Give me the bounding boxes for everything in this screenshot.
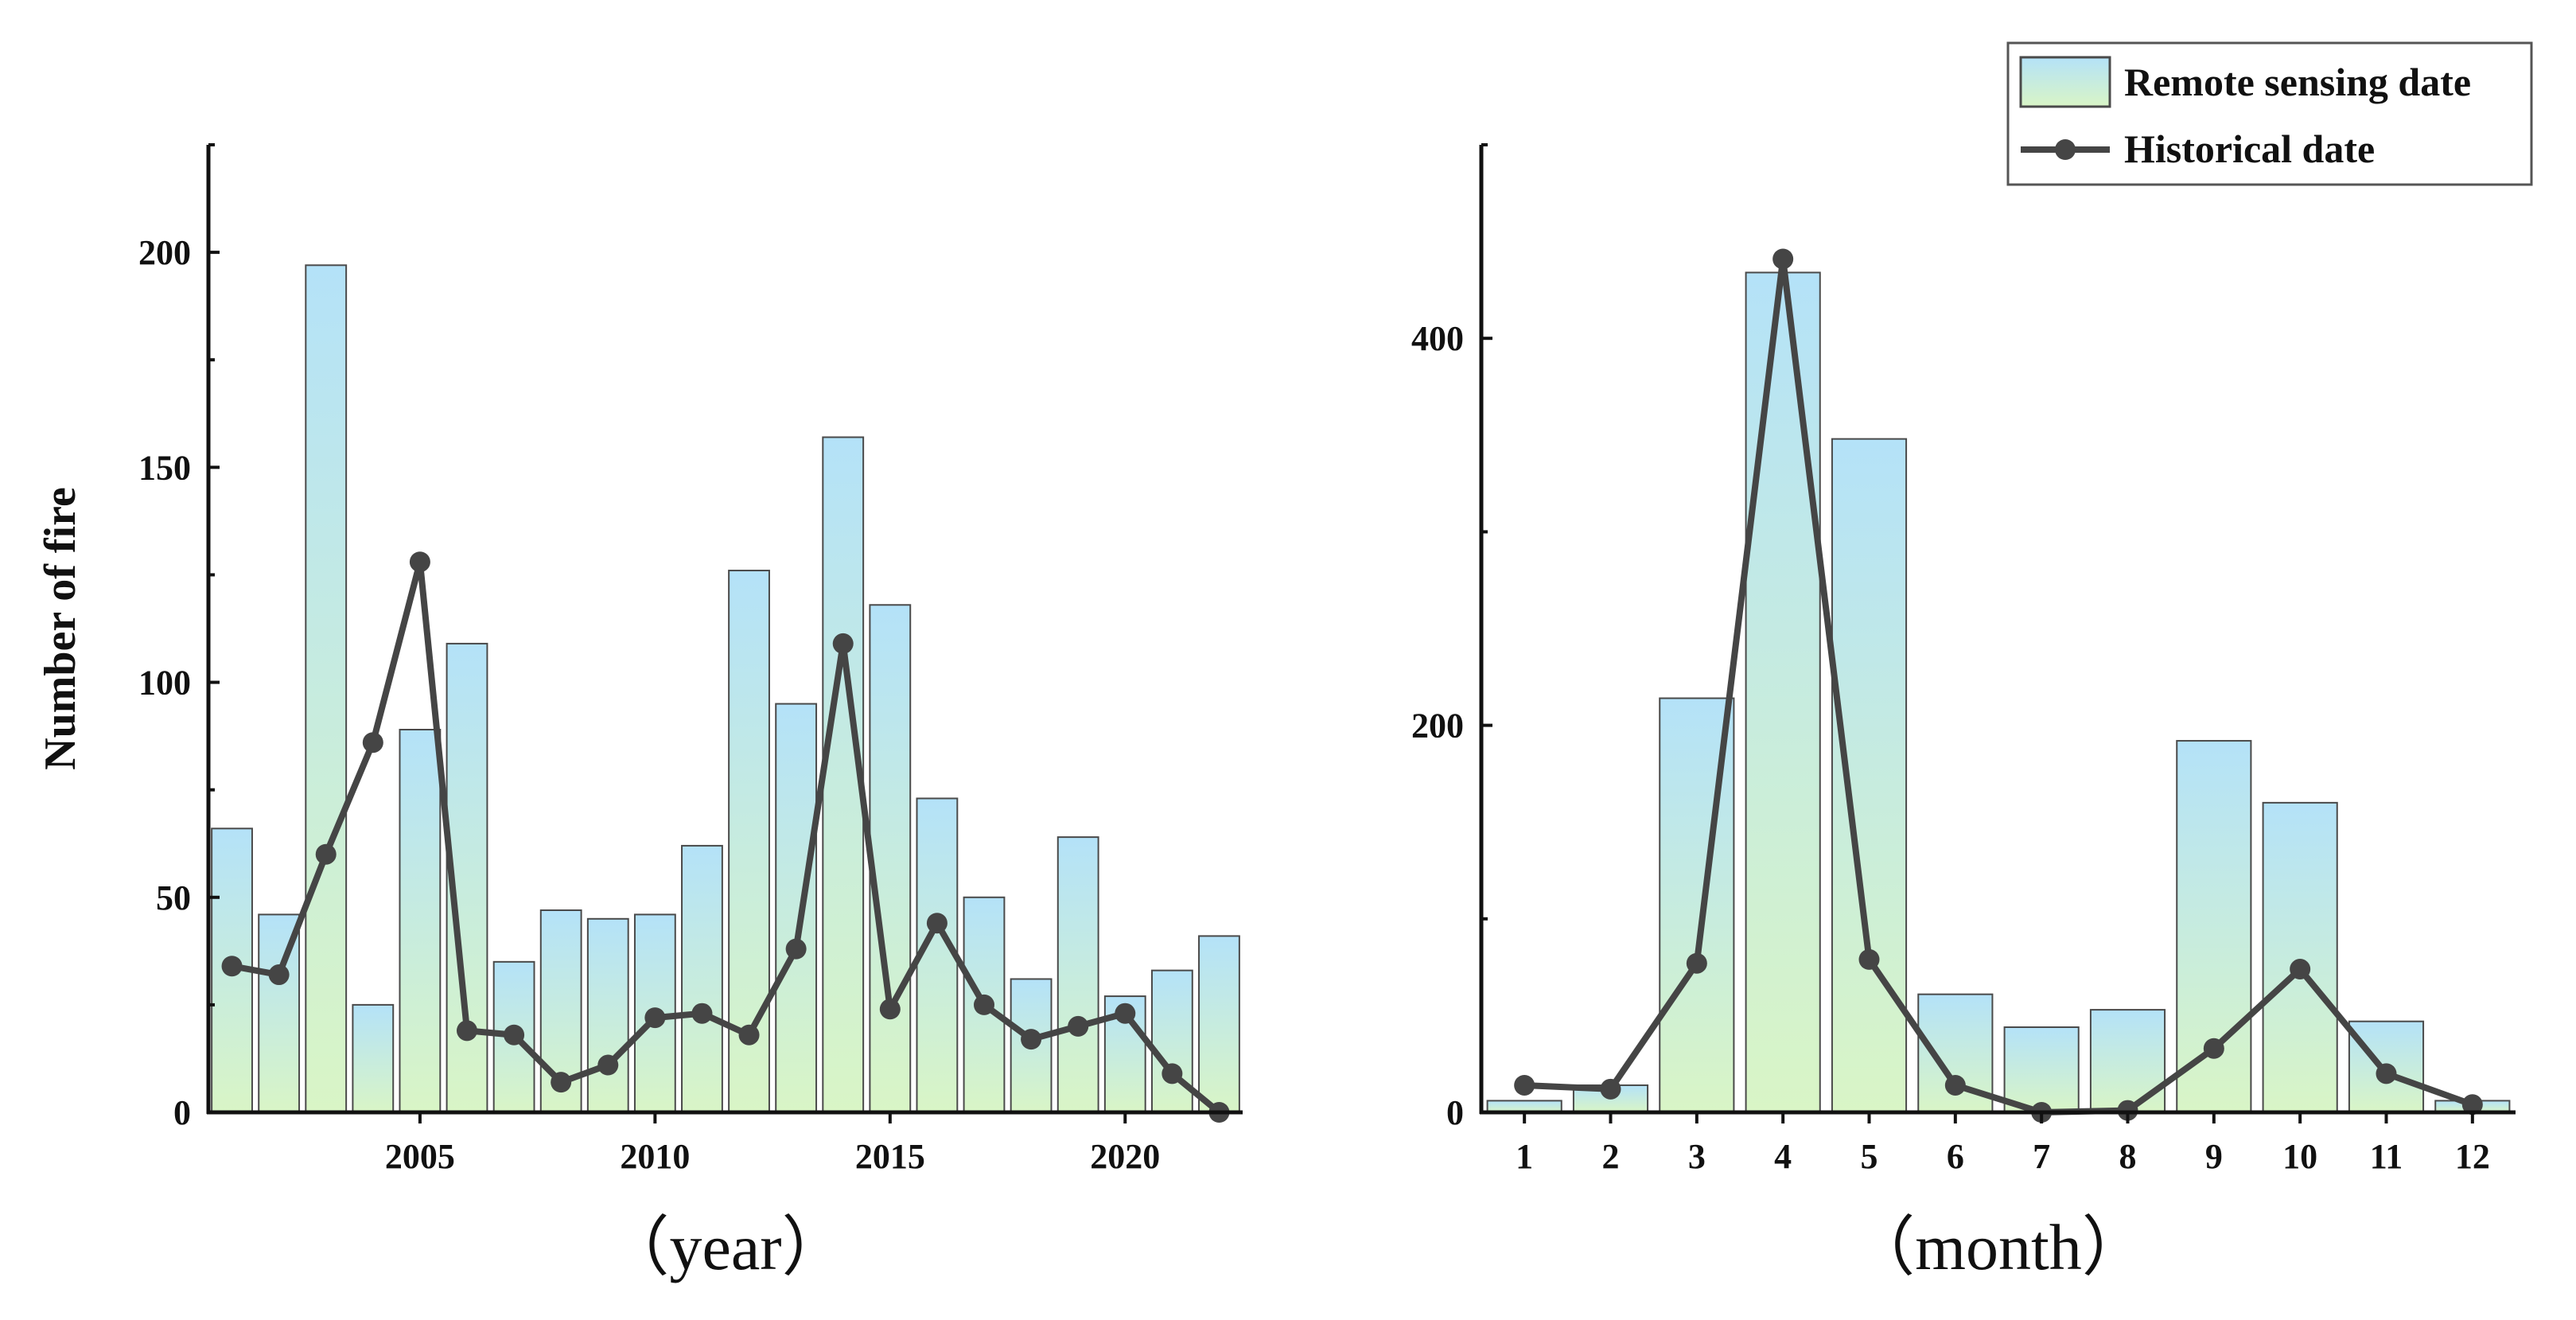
month-ytick-label: 200 — [1411, 707, 1464, 746]
year-axes — [206, 143, 1243, 1123]
month-historical-point-10 — [2290, 959, 2311, 980]
month-axes — [1479, 143, 2516, 1123]
year-ytick-label: 200 — [138, 233, 191, 272]
month-historical-point-3 — [1686, 952, 1707, 974]
year-bar-2005 — [399, 729, 442, 1113]
year-labels: 0 50 100 150 200 2005 2010 2015 2020 （year） Number… — [36, 233, 1160, 1283]
year-historical-point-2007 — [504, 1024, 525, 1045]
year-historical-polyline — [231, 559, 1221, 1116]
year-xtick-label: 2010 — [620, 1137, 690, 1176]
month-xtick-label: 3 — [1688, 1137, 1706, 1176]
legend-bar-swatch — [2019, 56, 2111, 108]
year-bar-2022 — [1198, 935, 1240, 1113]
year-ytick-label: 50 — [156, 878, 191, 917]
month-xtick-label: 7 — [2033, 1137, 2050, 1176]
month-historical-point-12 — [2461, 1094, 2483, 1116]
year-historical-point-2009 — [597, 1054, 619, 1076]
year-historical-point-2013 — [785, 938, 807, 960]
year-historical-point-2002 — [268, 964, 290, 986]
month-xtick-label: 1 — [1516, 1137, 1533, 1176]
year-historical-point-2010 — [644, 1007, 666, 1029]
year-ytick-label: 150 — [138, 448, 191, 487]
year-ytick-label: 0 — [173, 1093, 191, 1132]
month-x-axis-title: （month） — [1850, 1211, 2147, 1283]
year-bar-2021 — [1150, 969, 1193, 1113]
month-historical-point-9 — [2203, 1038, 2224, 1059]
year-historical-line — [221, 551, 1230, 1123]
year-y-axis-title: Number of fire — [36, 487, 85, 770]
month-historical-polyline — [1523, 255, 2474, 1116]
year-historical-point-2004 — [362, 732, 383, 753]
year-historical-point-2011 — [691, 1003, 713, 1024]
month-xtick-label: 8 — [2119, 1137, 2137, 1176]
year-historical-point-2001 — [221, 956, 243, 977]
year-historical-point-2006 — [457, 1020, 477, 1042]
year-xtick-label: 2005 — [385, 1137, 455, 1176]
month-ytick-label: 400 — [1411, 319, 1464, 358]
year-historical-point-2008 — [551, 1072, 572, 1093]
year-historical-point-2016 — [926, 913, 948, 934]
month-historical-line — [1514, 248, 2483, 1123]
month-bars — [1486, 271, 2511, 1114]
year-bar-2011 — [681, 844, 723, 1113]
year-ytick-label: 100 — [138, 664, 191, 703]
month-historical-point-6 — [1944, 1074, 1966, 1096]
year-historical-point-2017 — [974, 994, 994, 1015]
month-xtick-label: 11 — [2370, 1137, 2403, 1176]
month-historical-point-11 — [2376, 1063, 2397, 1084]
year-bar-2003 — [305, 264, 348, 1113]
month-xtick-label: 10 — [2282, 1137, 2317, 1176]
month-bar-7 — [2003, 1026, 2080, 1113]
year-historical-point-2019 — [1068, 1015, 1089, 1037]
year-bar-2009 — [586, 917, 629, 1114]
month-historical-point-2 — [1600, 1078, 1621, 1100]
year-bars — [211, 264, 1240, 1114]
legend-bar-label: Remote sensing date — [2124, 60, 2471, 104]
month-xtick-label: 5 — [1861, 1137, 1878, 1176]
year-bar-2019 — [1056, 836, 1099, 1114]
year-historical-point-2015 — [879, 999, 901, 1020]
legend-line-label: Historical date — [2124, 127, 2375, 171]
chart-year: 0 50 100 150 200 2005 2010 2015 2020 （year） Number… — [36, 143, 1243, 1283]
year-bar-2015 — [869, 604, 912, 1113]
month-bar-5 — [1831, 438, 1908, 1113]
month-bar-10 — [2262, 801, 2338, 1113]
year-historical-point-2020 — [1115, 1003, 1136, 1024]
year-bar-2013 — [775, 703, 818, 1113]
month-xtick-label: 9 — [2205, 1137, 2223, 1176]
month-historical-point-1 — [1514, 1074, 1535, 1096]
year-bar-2004 — [352, 1003, 395, 1114]
legend: Remote sensing date Historical date — [2006, 41, 2533, 186]
legend-line-marker — [2055, 139, 2076, 160]
year-xtick-label: 2015 — [855, 1137, 925, 1176]
month-xtick-label: 12 — [2455, 1137, 2490, 1176]
month-historical-point-5 — [1858, 948, 1880, 970]
month-bar-8 — [2089, 1009, 2166, 1113]
month-xtick-label: 2 — [1602, 1137, 1620, 1176]
month-historical-point-4 — [1772, 248, 1794, 270]
year-xtick-label: 2020 — [1090, 1137, 1160, 1176]
year-x-axis-title: （year） — [604, 1211, 846, 1283]
year-historical-point-2005 — [409, 551, 430, 573]
year-historical-point-2012 — [738, 1024, 760, 1045]
month-xtick-label: 4 — [1774, 1137, 1792, 1176]
month-bar-4 — [1745, 271, 1821, 1114]
year-historical-point-2014 — [832, 633, 854, 654]
year-historical-point-2018 — [1021, 1029, 1042, 1050]
month-xtick-label: 6 — [1947, 1137, 1964, 1176]
year-historical-point-2021 — [1162, 1063, 1183, 1084]
month-ytick-label: 0 — [1446, 1093, 1464, 1132]
year-historical-point-2003 — [315, 843, 337, 865]
